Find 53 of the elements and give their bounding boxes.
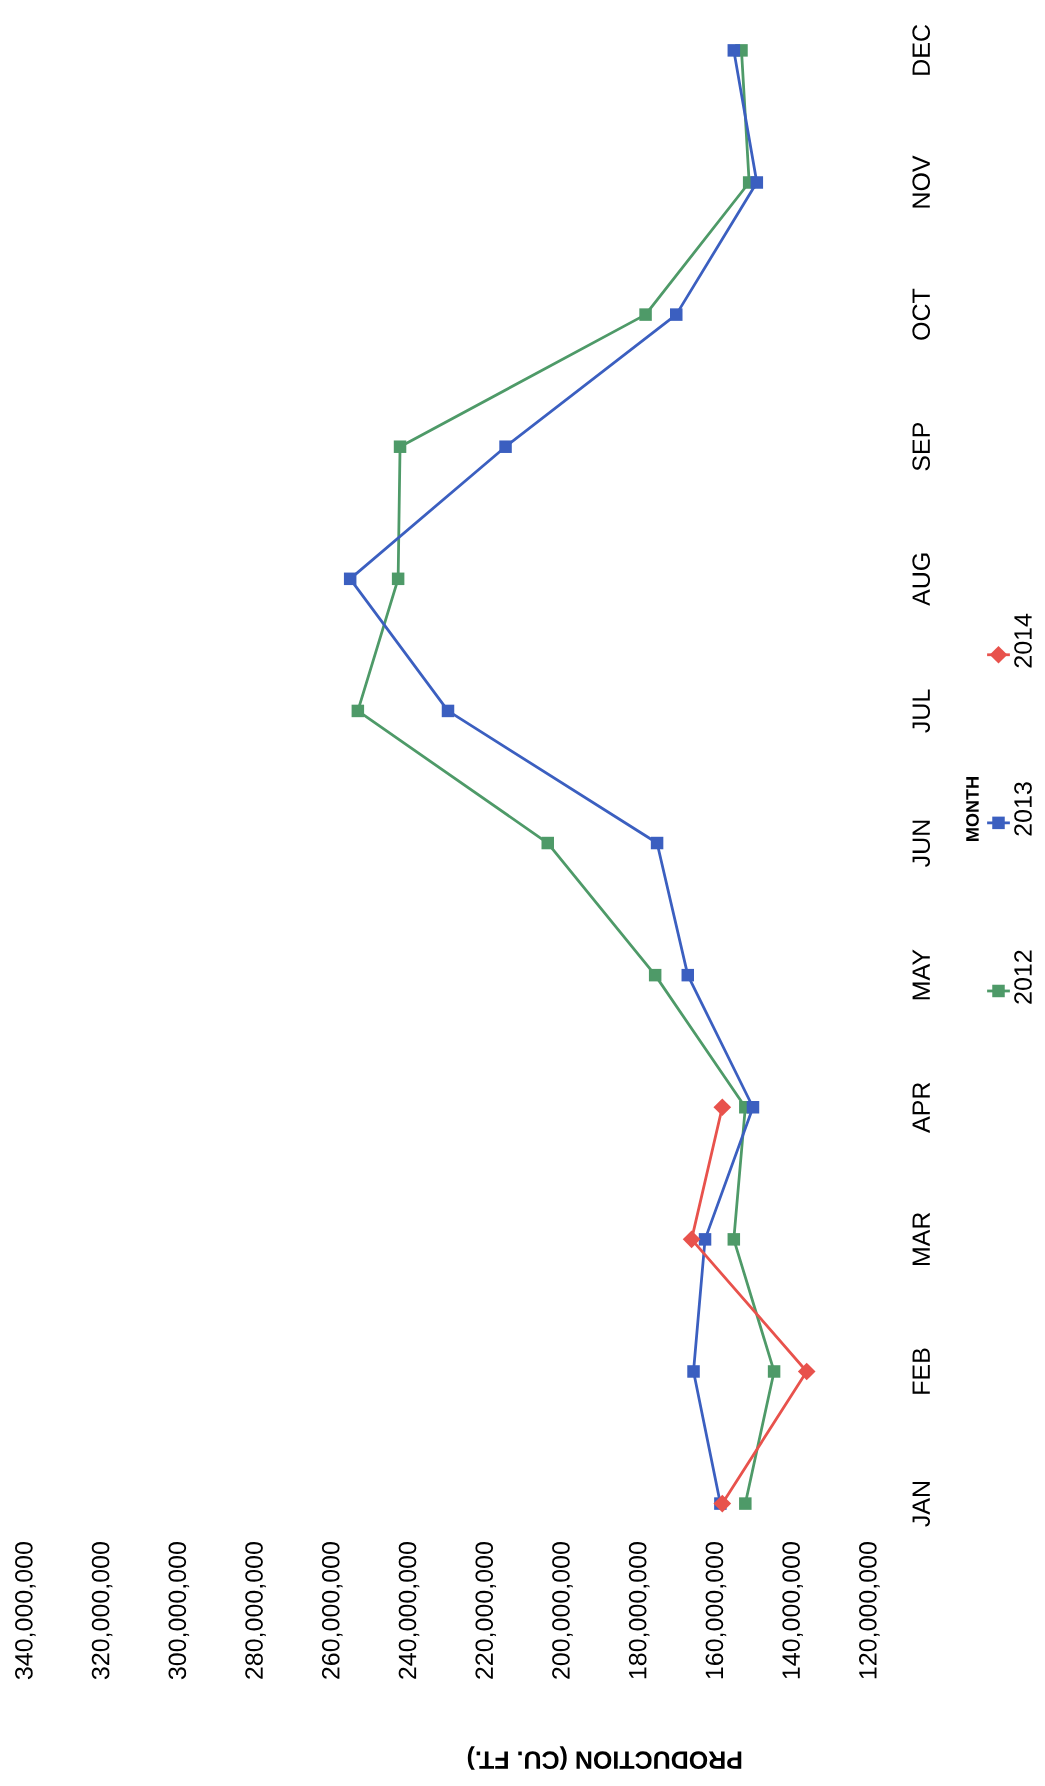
point	[727, 1233, 741, 1246]
point	[687, 1365, 700, 1378]
x-tick-label: 340,000,000	[15, 1542, 36, 1680]
point	[648, 968, 662, 982]
y-tick-label: JUL	[912, 689, 931, 733]
x-tick-label: 240,000,000	[398, 1542, 420, 1679]
x-tick-label: 320,000,000	[91, 1542, 113, 1680]
y-tick-label: OCT	[912, 288, 931, 340]
legend-label: 2013	[1014, 782, 1032, 836]
point	[739, 1497, 752, 1510]
y-tick-label: NOV	[912, 155, 931, 208]
y-tick-label: FEB	[912, 1348, 930, 1394]
x-tick-label: 280,000,000	[245, 1542, 266, 1679]
x-axis-title: PRODUCTION (CU. FT.)	[467, 1746, 742, 1770]
y-tick-label: MAR	[912, 1212, 930, 1266]
y-tick-label: JUN	[912, 820, 931, 867]
point	[639, 308, 652, 321]
point	[750, 176, 764, 189]
point	[698, 1233, 712, 1246]
x-tick-label: 260,000,000	[321, 1542, 343, 1679]
y-tick-label: MAY	[912, 949, 930, 1000]
point	[682, 1230, 701, 1249]
point	[713, 1098, 732, 1117]
point	[650, 836, 664, 850]
x-tick-label: 180,000,000	[628, 1542, 650, 1679]
x-tick-label: 220,000,000	[475, 1542, 497, 1679]
point	[441, 704, 455, 718]
point	[767, 1365, 781, 1378]
y-tick-label: JAN	[912, 1482, 931, 1527]
point	[541, 836, 554, 850]
point	[393, 440, 407, 453]
x-tick-label: 120,000,000	[859, 1542, 880, 1679]
legend-label: 2014	[1014, 613, 1032, 668]
x-tick-label: 300,000,000	[168, 1542, 190, 1680]
y-tick-label: AUG	[912, 553, 931, 606]
legend-label: 2012	[1014, 950, 1032, 1004]
x-tick-label: 200,000,000	[552, 1542, 573, 1679]
y-axis-title: MONTH	[966, 777, 979, 841]
x-tick-label: 160,000,000	[705, 1542, 727, 1679]
point	[746, 1101, 760, 1114]
point	[499, 440, 512, 453]
point	[681, 968, 695, 982]
point	[670, 308, 683, 321]
point	[713, 1494, 732, 1513]
point	[797, 1362, 816, 1381]
point	[391, 572, 405, 586]
point	[351, 704, 365, 718]
point	[727, 44, 741, 57]
y-tick-label: DEC	[912, 24, 931, 75]
y-tick-label: SEP	[912, 423, 931, 471]
x-tick-label: 140,000,000	[782, 1542, 803, 1679]
point	[343, 572, 357, 586]
y-tick-label: APR	[912, 1082, 930, 1133]
